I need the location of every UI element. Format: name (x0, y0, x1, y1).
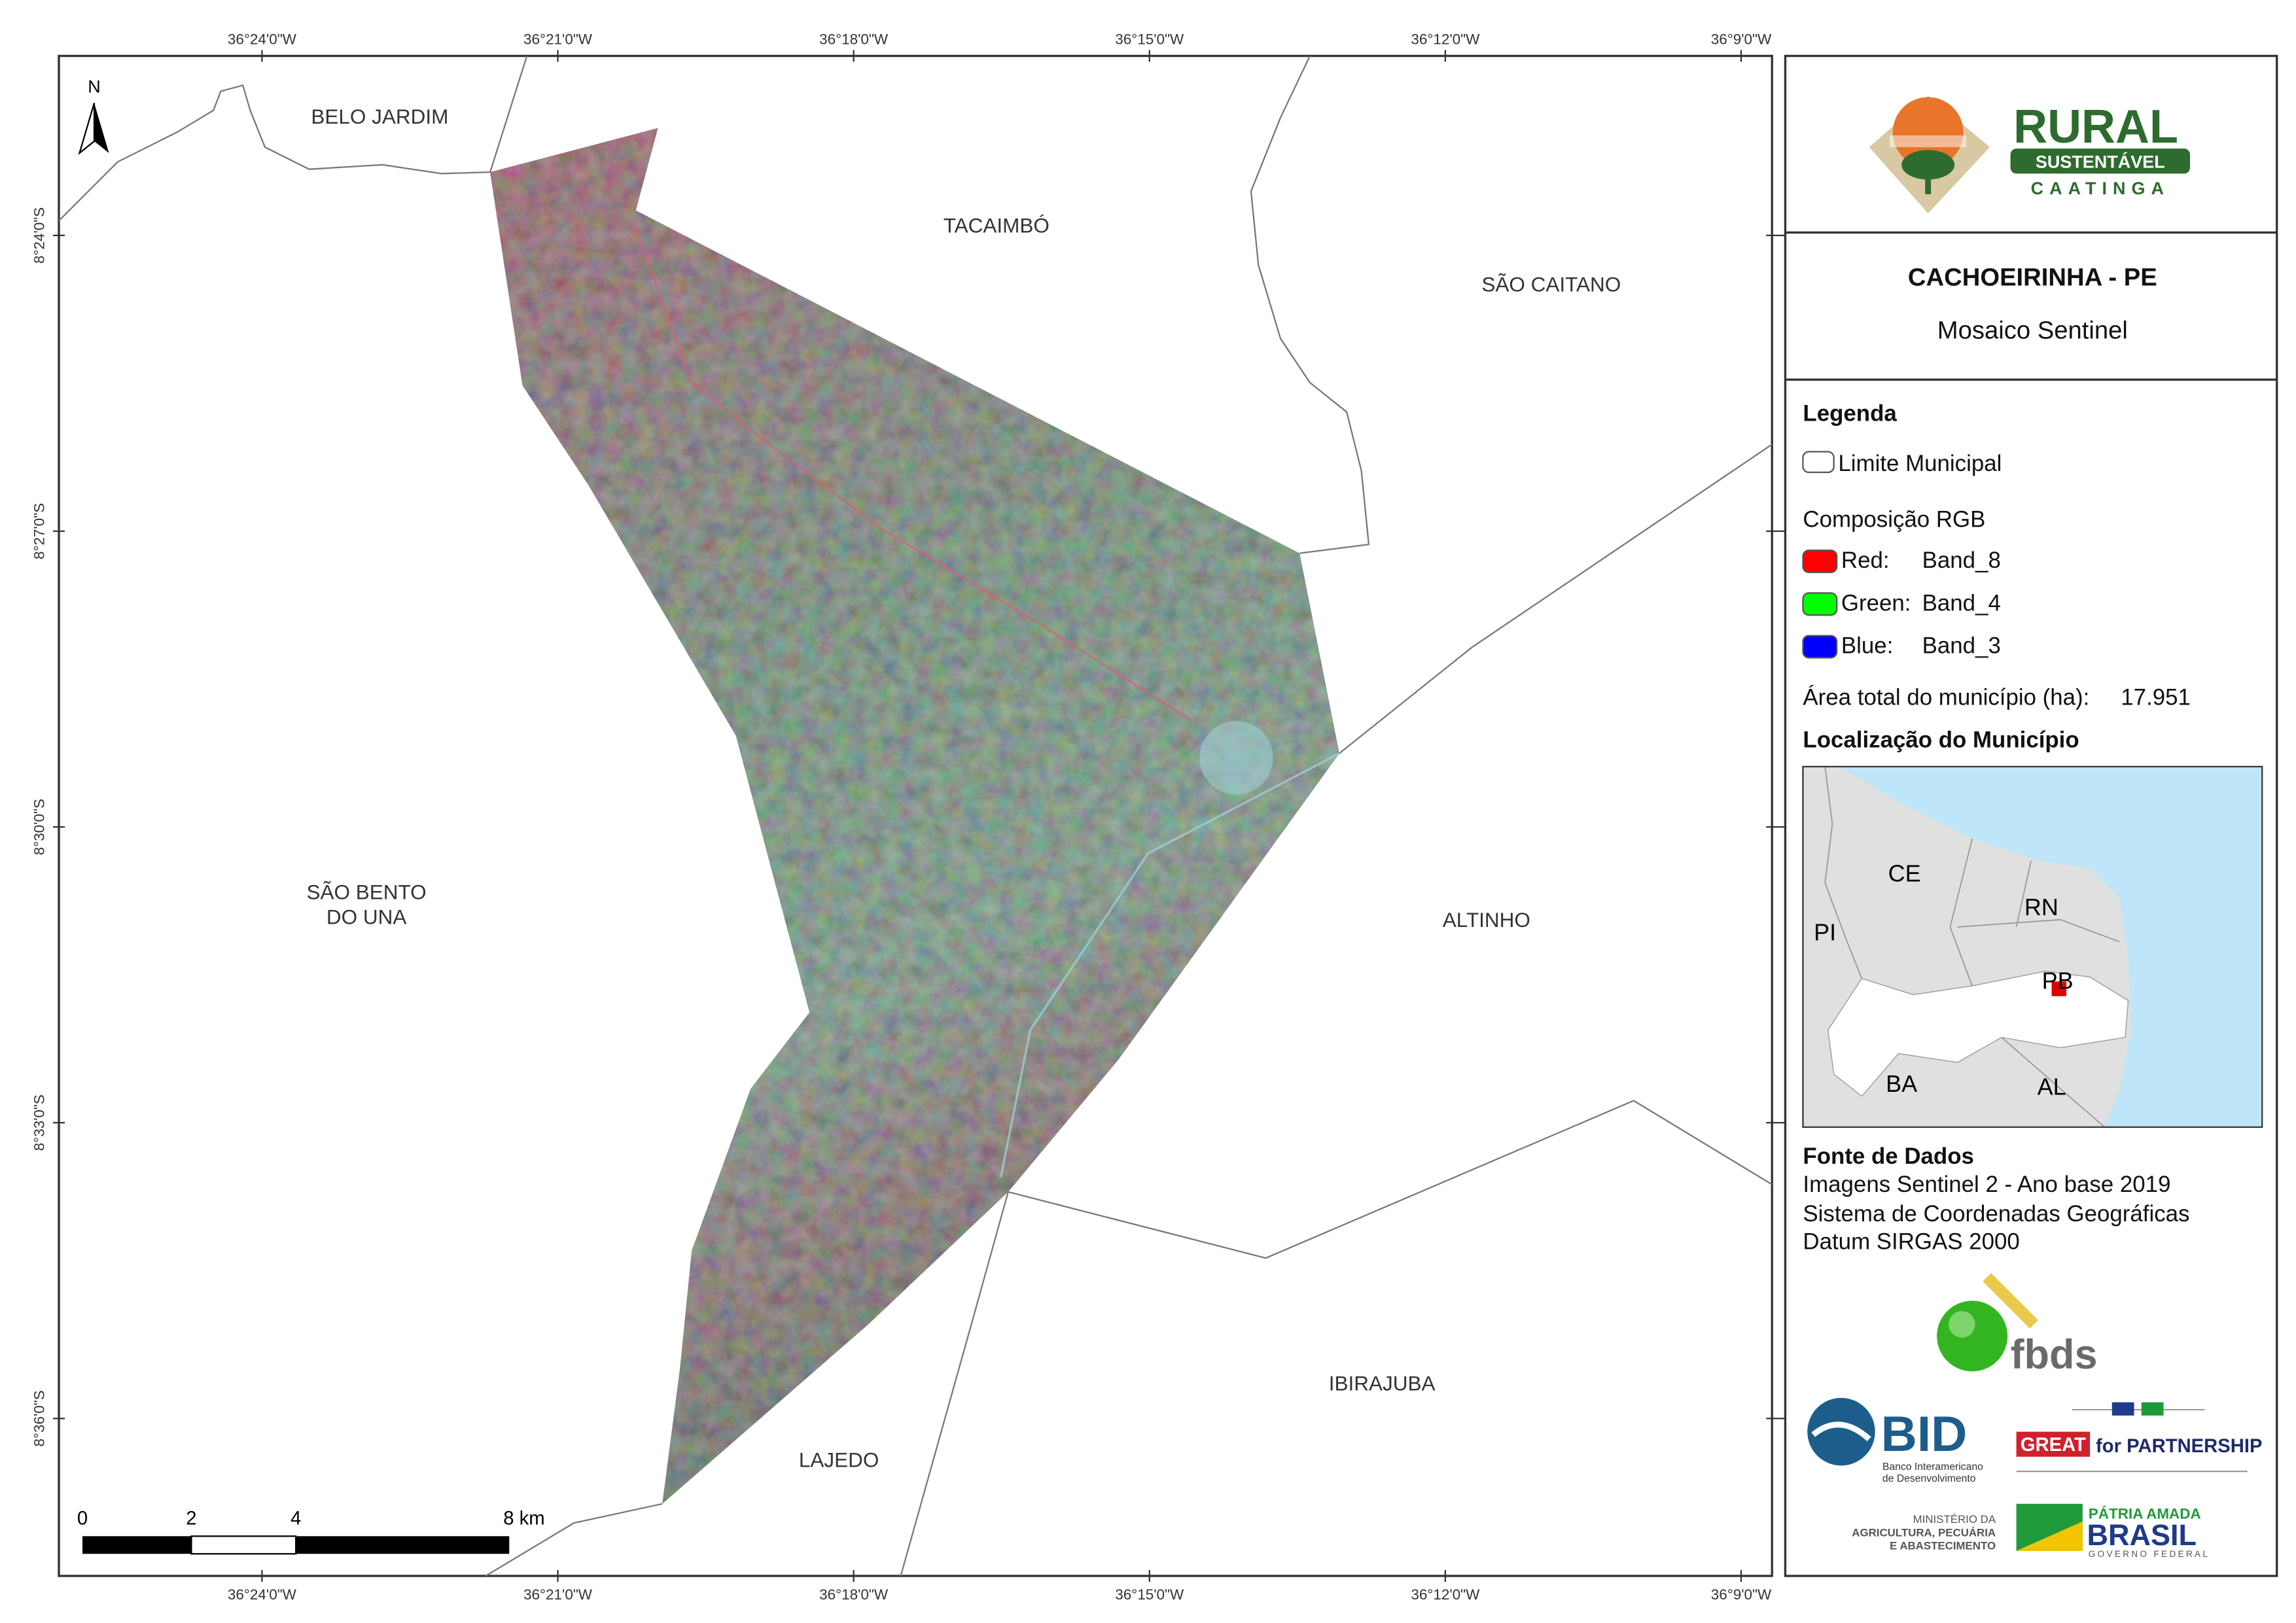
place-label: SÃO BENTO (307, 880, 427, 903)
band-channel: Green: (1841, 590, 1911, 616)
ministry-text: AGRICULTURA, PECUÁRIA (1852, 1526, 1996, 1539)
band-channel: Red: (1841, 548, 1890, 573)
state-label: PI (1814, 918, 1836, 945)
state-label: BA (1886, 1070, 1917, 1097)
lon-label: 36°24'0"W (228, 1586, 297, 1603)
area-value: 17.951 (2121, 684, 2191, 710)
lat-label: 8°30'0"S (31, 799, 48, 855)
rural-logo: RURAL SUSTENTÁVEL CAATINGA (1869, 96, 2191, 214)
scale-label: 8 km (503, 1508, 544, 1529)
place-label: TACAIMBÓ (944, 213, 1050, 237)
scale-label: 0 (77, 1508, 88, 1529)
great-logo: GREAT for PARTNERSHIP (2016, 1402, 2263, 1473)
scale-label: 4 (291, 1508, 301, 1529)
legend-label: Limite Municipal (1838, 451, 2002, 476)
scale-label: 2 (186, 1508, 196, 1529)
place-label: LAJEDO (799, 1448, 879, 1472)
legend-heading: Legenda (1803, 400, 1897, 426)
fbds-logo: fbds (1937, 1273, 2098, 1378)
ministry-text: MINISTÉRIO DA (1913, 1513, 1996, 1526)
lon-label: 36°21'0"W (523, 1586, 593, 1603)
band-swatch (1802, 635, 1838, 659)
bid-name: Banco Interamericano (1882, 1461, 1983, 1473)
state-label: CE (1888, 860, 1921, 886)
band-name: Band_3 (1922, 633, 2001, 659)
logo-tagline: CAATINGA (2031, 179, 2170, 198)
panel-subtitle: Mosaico Sentinel (1937, 316, 2128, 344)
lon-label: 36°18'0"W (819, 31, 889, 47)
place-label: BELO JARDIM (311, 105, 448, 128)
lon-label: 36°24'0"W (228, 31, 297, 47)
brasil-text: BRASIL (2087, 1518, 2197, 1552)
north-arrow: N (78, 77, 109, 156)
band-channel: Blue: (1841, 633, 1893, 659)
north-label: N (88, 77, 101, 97)
ministry-logo: MINISTÉRIO DA AGRICULTURA, PECUÁRIA E AB… (1852, 1503, 2210, 1559)
source-line: Sistema de Coordenadas Geográficas (1803, 1201, 2189, 1227)
location-heading: Localização do Município (1803, 727, 2079, 753)
source-line: Imagens Sentinel 2 - Ano base 2019 (1803, 1172, 2170, 1197)
municipal-boundaries (58, 55, 1773, 1577)
lon-label: 36°12'0"W (1411, 31, 1480, 47)
lon-label: 36°18'0"W (819, 1586, 889, 1603)
boundary-swatch (1802, 451, 1835, 474)
lon-label: 36°21'0"W (523, 31, 593, 47)
lon-label: 36°15'0"W (1115, 1586, 1184, 1603)
scale-bar: 0 2 4 8 km (77, 1508, 545, 1555)
location-inset: CE RN PI PB BA AL (1802, 765, 2263, 1128)
sources-heading: Fonte de Dados (1803, 1143, 1973, 1169)
satellite-mosaic (490, 128, 1340, 1504)
lat-label: 8°33'0"S (31, 1094, 48, 1151)
legend-label: Composição RGB (1803, 506, 1985, 532)
lat-label: 8°36'0"S (31, 1390, 48, 1446)
band-name: Band_8 (1922, 548, 2001, 573)
logo-subtitle: SUSTENTÁVEL (2036, 151, 2165, 171)
state-label: PB (2042, 968, 2074, 994)
brasil-text: GOVERNO FEDERAL (2089, 1549, 2210, 1559)
place-label: ALTINHO (1443, 908, 1530, 932)
brasil-text: PÁTRIA AMADA (2089, 1505, 2201, 1522)
fbds-text: fbds (2011, 1332, 2098, 1378)
bid-logo: BID Banco Interamericano de Desenvolvime… (1807, 1397, 1983, 1484)
lon-label: 36°9'0"W (1711, 31, 1772, 47)
panel-title: CACHOEIRINHA - PE (1908, 263, 2157, 291)
place-label: SÃO CAITANO (1481, 272, 1621, 296)
band-swatch (1802, 592, 1838, 616)
state-label: AL (2038, 1073, 2066, 1100)
bid-text: BID (1881, 1406, 1968, 1462)
lon-label: 36°9'0"W (1711, 1586, 1772, 1603)
band-name: Band_4 (1922, 590, 2001, 616)
logo-title: RURAL (2013, 101, 2178, 153)
place-label: DO UNA (327, 905, 406, 929)
source-line: Datum SIRGAS 2000 (1803, 1229, 2019, 1255)
band-swatch (1802, 550, 1838, 574)
lat-label: 8°27'0"S (31, 503, 48, 559)
place-label: IBIRAJUBA (1329, 1372, 1436, 1395)
state-label: RN (2024, 894, 2058, 920)
lon-label: 36°12'0"W (1411, 1586, 1480, 1603)
lat-label: 8°24'0"S (31, 207, 48, 264)
area-label: Área total do município (ha): (1803, 684, 2089, 710)
lon-label: 36°15'0"W (1115, 31, 1184, 47)
great-text: GREAT (2021, 1435, 2086, 1456)
partnership-text: for PARTNERSHIP (2096, 1436, 2262, 1457)
bid-name: de Desenvolvimento (1882, 1473, 1976, 1484)
ministry-text: E ABASTECIMENTO (1890, 1540, 1996, 1552)
